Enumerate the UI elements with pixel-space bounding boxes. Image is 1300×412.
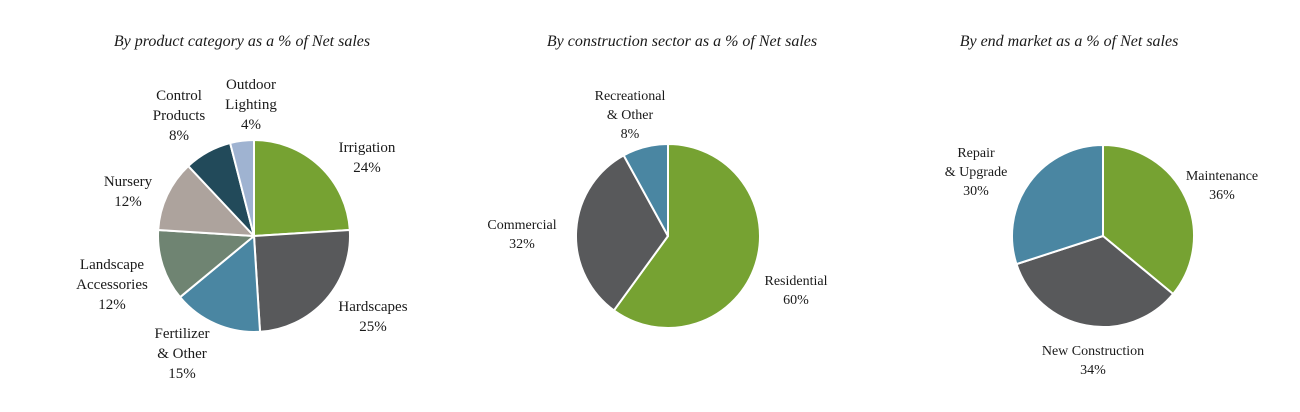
pie-slice — [157, 165, 255, 237]
pie-slice — [612, 143, 761, 329]
pie-slice — [575, 154, 669, 312]
slice-label: Repair & Upgrade 30% — [945, 146, 1008, 199]
chart-title-construction-sector: By construction sector as a % of Net sal… — [547, 33, 817, 50]
slice-label: Residential 60% — [765, 274, 828, 308]
chart-title-product-category: By product category as a % of Net sales — [114, 33, 370, 50]
slice-label: New Construction 34% — [1042, 344, 1144, 378]
pie-end-market: Maintenance 36% New Construction 34% Repair &… — [945, 144, 1258, 378]
slice-label: Maintenance 36% — [1186, 169, 1258, 203]
pie-slice — [179, 235, 262, 333]
slice-label: Fertilizer & Other 15% — [155, 326, 210, 382]
pie-slice — [1011, 144, 1104, 266]
slice-label: Control Products 8% — [153, 88, 206, 144]
pie-slice — [253, 228, 351, 333]
slice-label: Recreational & Other 8% — [595, 89, 666, 142]
pie-slice — [1015, 235, 1175, 328]
pie-construction-sector: Residential 60% Commercial 32% Recreational &… — [487, 89, 828, 329]
slice-label: Nursery 12% — [104, 174, 153, 210]
slice-label: Hardscapes 25% — [338, 299, 407, 335]
pie-slice — [157, 228, 255, 299]
slice-label: Irrigation 24% — [339, 140, 396, 176]
pie-slice — [253, 139, 351, 237]
pie-product-category: Irrigation 24% Hardscapes 25% Fertilizer & Ot… — [76, 77, 408, 382]
pie-slice — [622, 143, 669, 237]
pie-slice — [229, 139, 255, 237]
pie-slice — [1102, 144, 1196, 296]
slice-label: Landscape Accessories 12% — [76, 257, 148, 313]
slice-label: Outdoor Lighting 4% — [225, 77, 277, 133]
slice-label: Commercial 32% — [487, 218, 556, 252]
chart-title-end-market: By end market as a % of Net sales — [960, 33, 1179, 50]
